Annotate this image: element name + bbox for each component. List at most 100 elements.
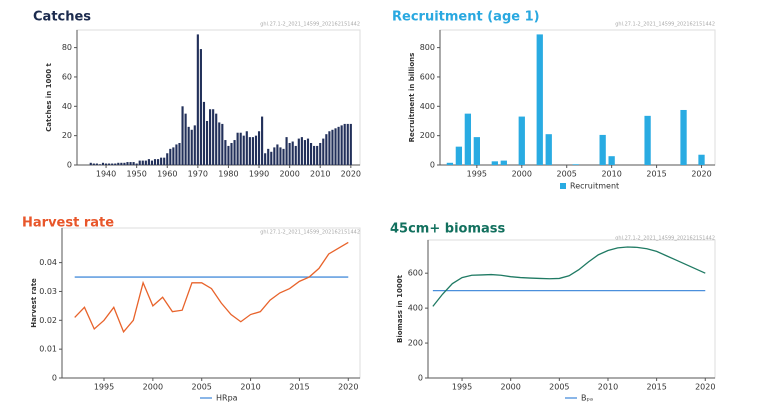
data-line — [74, 241, 349, 334]
bar — [285, 137, 288, 165]
bar — [340, 125, 343, 165]
legend-label: Bₚₐ — [581, 394, 593, 403]
bar — [150, 160, 154, 165]
bar — [89, 162, 92, 165]
bar — [196, 34, 199, 165]
bar — [491, 161, 498, 165]
bar — [545, 134, 552, 165]
bar — [120, 162, 123, 165]
x-tick-label: 2000 — [512, 170, 532, 179]
bar — [236, 132, 239, 165]
x-tick-label: 1940 — [96, 170, 116, 179]
bar — [181, 106, 184, 165]
bar — [160, 157, 163, 165]
x-tick-label: 2020 — [338, 383, 358, 392]
bar — [205, 120, 209, 165]
bar — [248, 137, 251, 165]
bar — [166, 153, 169, 165]
legend-label: HRpa — [216, 394, 238, 403]
bar — [455, 146, 463, 165]
bar — [114, 163, 117, 165]
y-tick-label: 0.02 — [39, 316, 57, 325]
y-tick-label: 80 — [62, 43, 72, 52]
bar — [316, 145, 319, 165]
y-tick-label: 0 — [52, 374, 57, 383]
bar — [230, 142, 233, 165]
bar — [126, 162, 129, 165]
bar — [300, 137, 303, 165]
bar — [273, 147, 276, 165]
x-tick-label: 1995 — [94, 383, 114, 392]
y-axis-label: Harvest rate — [30, 278, 38, 328]
bar — [303, 140, 307, 165]
bar — [95, 163, 98, 165]
x-tick-label: 2010 — [598, 383, 618, 392]
bar — [325, 134, 328, 165]
bar — [221, 123, 224, 165]
bar — [346, 123, 349, 165]
bar — [209, 109, 212, 165]
bar — [276, 144, 279, 165]
bar — [215, 113, 218, 165]
bar — [343, 123, 346, 165]
bar — [108, 163, 111, 165]
bar — [239, 132, 242, 165]
bar — [473, 137, 480, 165]
bar — [193, 125, 196, 165]
bar — [175, 144, 178, 165]
bar — [147, 159, 150, 165]
y-tick-label: 20 — [62, 131, 72, 140]
y-tick-label: 600 — [420, 72, 435, 81]
x-tick-label: 1970 — [188, 170, 208, 179]
bar — [117, 162, 120, 165]
bar — [680, 109, 687, 165]
chart-title: Recruitment (age 1) — [392, 10, 540, 25]
bar — [92, 163, 95, 165]
bar — [212, 109, 215, 165]
bar — [261, 116, 264, 165]
plot-frame — [427, 239, 716, 379]
bar — [233, 140, 236, 165]
x-tick-label: 2000 — [279, 170, 299, 179]
y-tick-label: 200 — [420, 131, 435, 140]
x-tick-label: 2005 — [192, 383, 212, 392]
bar — [242, 135, 245, 165]
bar — [306, 138, 310, 165]
bar — [153, 159, 157, 165]
bar — [218, 122, 221, 165]
bar — [297, 138, 300, 165]
bar — [270, 151, 273, 165]
bar — [199, 49, 202, 165]
y-tick-label: 600 — [408, 269, 423, 278]
bar — [129, 162, 132, 165]
y-tick-label: 200 — [408, 339, 423, 348]
y-tick-label: 0.04 — [39, 258, 57, 267]
bar — [138, 160, 141, 165]
bar — [291, 141, 294, 165]
x-tick-label: 1950 — [126, 170, 146, 179]
x-tick-label: 2000 — [501, 383, 521, 392]
bar — [254, 135, 258, 165]
bar — [331, 129, 334, 165]
bar — [536, 34, 543, 165]
bar — [644, 115, 651, 165]
plot-frame — [61, 227, 361, 379]
chart-title: 45cm+ biomass — [390, 222, 506, 237]
bar — [178, 142, 181, 165]
bar — [572, 164, 579, 165]
bar — [282, 148, 285, 165]
bar — [132, 162, 135, 165]
chart-subtitle: ghl.27.1-2_2021_14599_202162151442 — [615, 22, 715, 28]
bar — [518, 116, 525, 165]
x-tick-label: 2015 — [646, 383, 666, 392]
y-axis-label: Biomass in 1000t — [396, 274, 404, 343]
bar — [184, 113, 187, 165]
bar — [599, 134, 606, 165]
bar — [267, 148, 270, 165]
chart-subtitle: ghl.27.1-2_2021_14599_202162151442 — [615, 236, 715, 242]
bar — [190, 129, 193, 165]
bar — [135, 163, 138, 165]
bar — [245, 131, 248, 165]
bar — [202, 101, 206, 165]
